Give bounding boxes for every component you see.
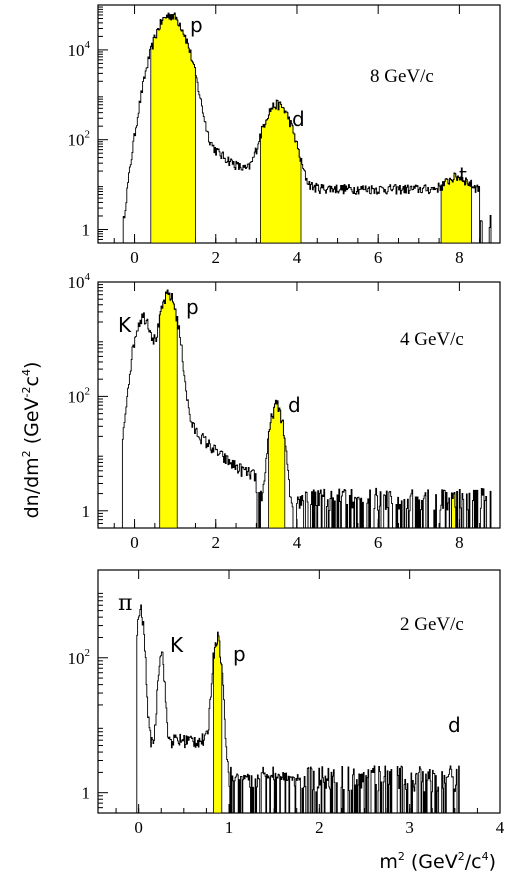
x-tick-label: 6 — [374, 533, 383, 552]
y-tick-label: 1 — [82, 220, 91, 239]
y-tick-label: 102 — [68, 129, 91, 150]
panel-label: 4 GeV/c — [400, 329, 464, 350]
peak-label-p: p — [186, 295, 199, 319]
peak-label-k: K — [170, 633, 184, 657]
axis-ticks: 0 2 4 6 8 1 102 104 — [68, 271, 501, 552]
x-tick-label: 2 — [212, 248, 221, 267]
panel-8gev: 0 2 4 6 8 1 102 104 8 GeV/c p d t — [68, 4, 501, 267]
x-tick-label: 2 — [212, 533, 221, 552]
histogram — [122, 12, 492, 244]
histogram-line — [121, 289, 492, 529]
histogram-line — [122, 12, 492, 244]
peak-label-d: d — [292, 107, 305, 131]
x-tick-label: 0 — [134, 818, 143, 837]
x-tick-label: 0 — [130, 533, 139, 552]
peak-label-pi: π — [118, 591, 132, 616]
panel-label: 2 GeV/c — [400, 614, 464, 635]
panel-2gev: 0 1 2 3 4 1 102 2 GeV/c π K p d — [68, 569, 505, 837]
y-tick-label: 102 — [68, 385, 91, 406]
x-tick-label: 4 — [293, 533, 302, 552]
y-tick-label: 104 — [68, 39, 91, 60]
peak-label-p: p — [233, 642, 246, 666]
y-tick-label: 1 — [82, 784, 91, 803]
histogram-line — [136, 604, 460, 814]
x-tick-label: 1 — [225, 818, 234, 837]
histogram — [121, 289, 492, 529]
y-tick-label: 104 — [68, 271, 91, 292]
peak-label-t: t — [459, 163, 467, 187]
x-tick-label: 8 — [455, 533, 464, 552]
y-axis-title: dn/dm2 (GeV-2c4) — [20, 362, 43, 519]
panel-label: 8 GeV/c — [370, 66, 434, 87]
peak-label-p: p — [190, 13, 203, 37]
panel-4gev: 0 2 4 6 8 1 102 104 4 GeV/c K p d — [68, 271, 501, 552]
x-tick-label: 8 — [455, 248, 464, 267]
peak-label-d: d — [288, 393, 301, 417]
peak-label-k: K — [118, 313, 132, 337]
highlight-band — [159, 289, 178, 529]
x-tick-label: 0 — [130, 248, 139, 267]
x-tick-label: 2 — [315, 818, 324, 837]
x-tick-label: 4 — [496, 818, 505, 837]
histogram — [136, 604, 460, 814]
x-axis-title: m2 (GeV2/c4) — [379, 850, 496, 873]
highlight-band — [150, 12, 196, 244]
panel-frame — [97, 569, 501, 814]
x-tick-label: 6 — [374, 248, 383, 267]
y-tick-label: 1 — [82, 502, 91, 521]
peak-label-d: d — [448, 713, 461, 737]
x-tick-label: 3 — [405, 818, 414, 837]
y-tick-label: 102 — [68, 647, 91, 668]
x-tick-label: 4 — [293, 248, 302, 267]
